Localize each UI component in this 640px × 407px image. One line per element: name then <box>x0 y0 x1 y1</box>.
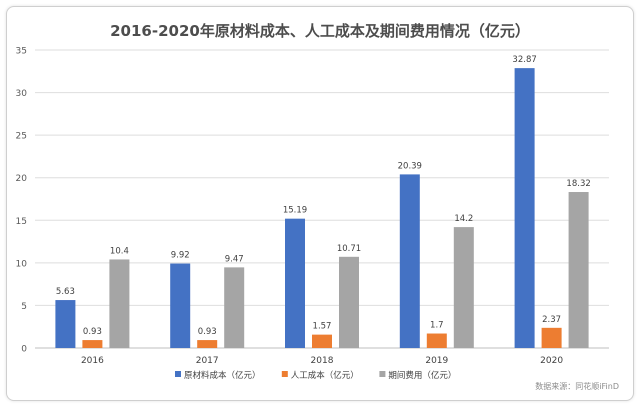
y-tick-label: 20 <box>16 174 28 184</box>
y-tick-label: 30 <box>16 89 28 99</box>
y-tick-label: 0 <box>21 345 27 355</box>
legend-label: 期间费用（亿元） <box>388 370 456 381</box>
bar <box>399 174 420 348</box>
y-tick-label: 15 <box>16 217 27 227</box>
x-tick-label: 2016 <box>81 356 104 366</box>
bar <box>285 218 305 348</box>
data-label: 32.87 <box>512 55 536 65</box>
bar-chart: 0 5 10 15 20 25 30 35 5.63 0.93 10.4 2016 9.92 0.93 9.… <box>16 47 609 381</box>
bar <box>197 340 218 348</box>
data-label: 2.37 <box>542 315 561 325</box>
x-tick-label: 2020 <box>540 356 563 366</box>
data-label: 0.93 <box>198 327 217 337</box>
bar <box>55 300 76 348</box>
y-tick-label: 10 <box>16 259 28 269</box>
bar <box>109 259 130 348</box>
bar <box>339 256 359 348</box>
data-label: 9.47 <box>225 254 244 264</box>
data-label: 20.39 <box>398 161 422 171</box>
data-label: 9.92 <box>171 251 190 261</box>
bar <box>568 192 589 348</box>
legend-label: 原材料成本（亿元） <box>184 370 261 381</box>
bar <box>426 333 447 348</box>
bar <box>82 340 103 348</box>
bar <box>541 327 562 348</box>
data-label: 14.2 <box>454 214 473 224</box>
source-note: 数据来源：同花顺iFinD <box>535 382 619 391</box>
legend-swatch <box>175 371 181 377</box>
bar <box>170 263 191 348</box>
data-label: 0.93 <box>83 327 102 337</box>
bar <box>453 227 474 348</box>
bar <box>312 334 332 348</box>
x-tick-label: 2018 <box>311 356 334 366</box>
x-tick-label: 2019 <box>425 356 448 366</box>
y-tick-label: 5 <box>21 302 27 312</box>
chart-frame: 2016-2020年原材料成本、人工成本及期间费用情况（亿元） 0 5 10 15 20… <box>6 6 634 401</box>
data-label: 10.4 <box>110 246 129 256</box>
y-tick-label: 25 <box>16 132 27 142</box>
x-tick-label: 2017 <box>196 356 219 366</box>
bar <box>224 267 245 348</box>
bar <box>514 68 535 348</box>
data-label: 15.19 <box>283 206 307 216</box>
data-label: 1.57 <box>313 322 332 332</box>
data-label: 1.7 <box>430 321 444 331</box>
chart-title: 2016-2020年原材料成本、人工成本及期间费用情况（亿元） <box>110 22 530 40</box>
data-label: 10.71 <box>337 244 361 254</box>
data-label: 18.32 <box>566 179 590 189</box>
legend-label: 人工成本（亿元） <box>291 370 359 381</box>
data-label: 5.63 <box>56 287 75 297</box>
legend-swatch <box>379 371 386 377</box>
legend-swatch <box>281 371 288 377</box>
y-tick-label: 35 <box>16 47 27 57</box>
